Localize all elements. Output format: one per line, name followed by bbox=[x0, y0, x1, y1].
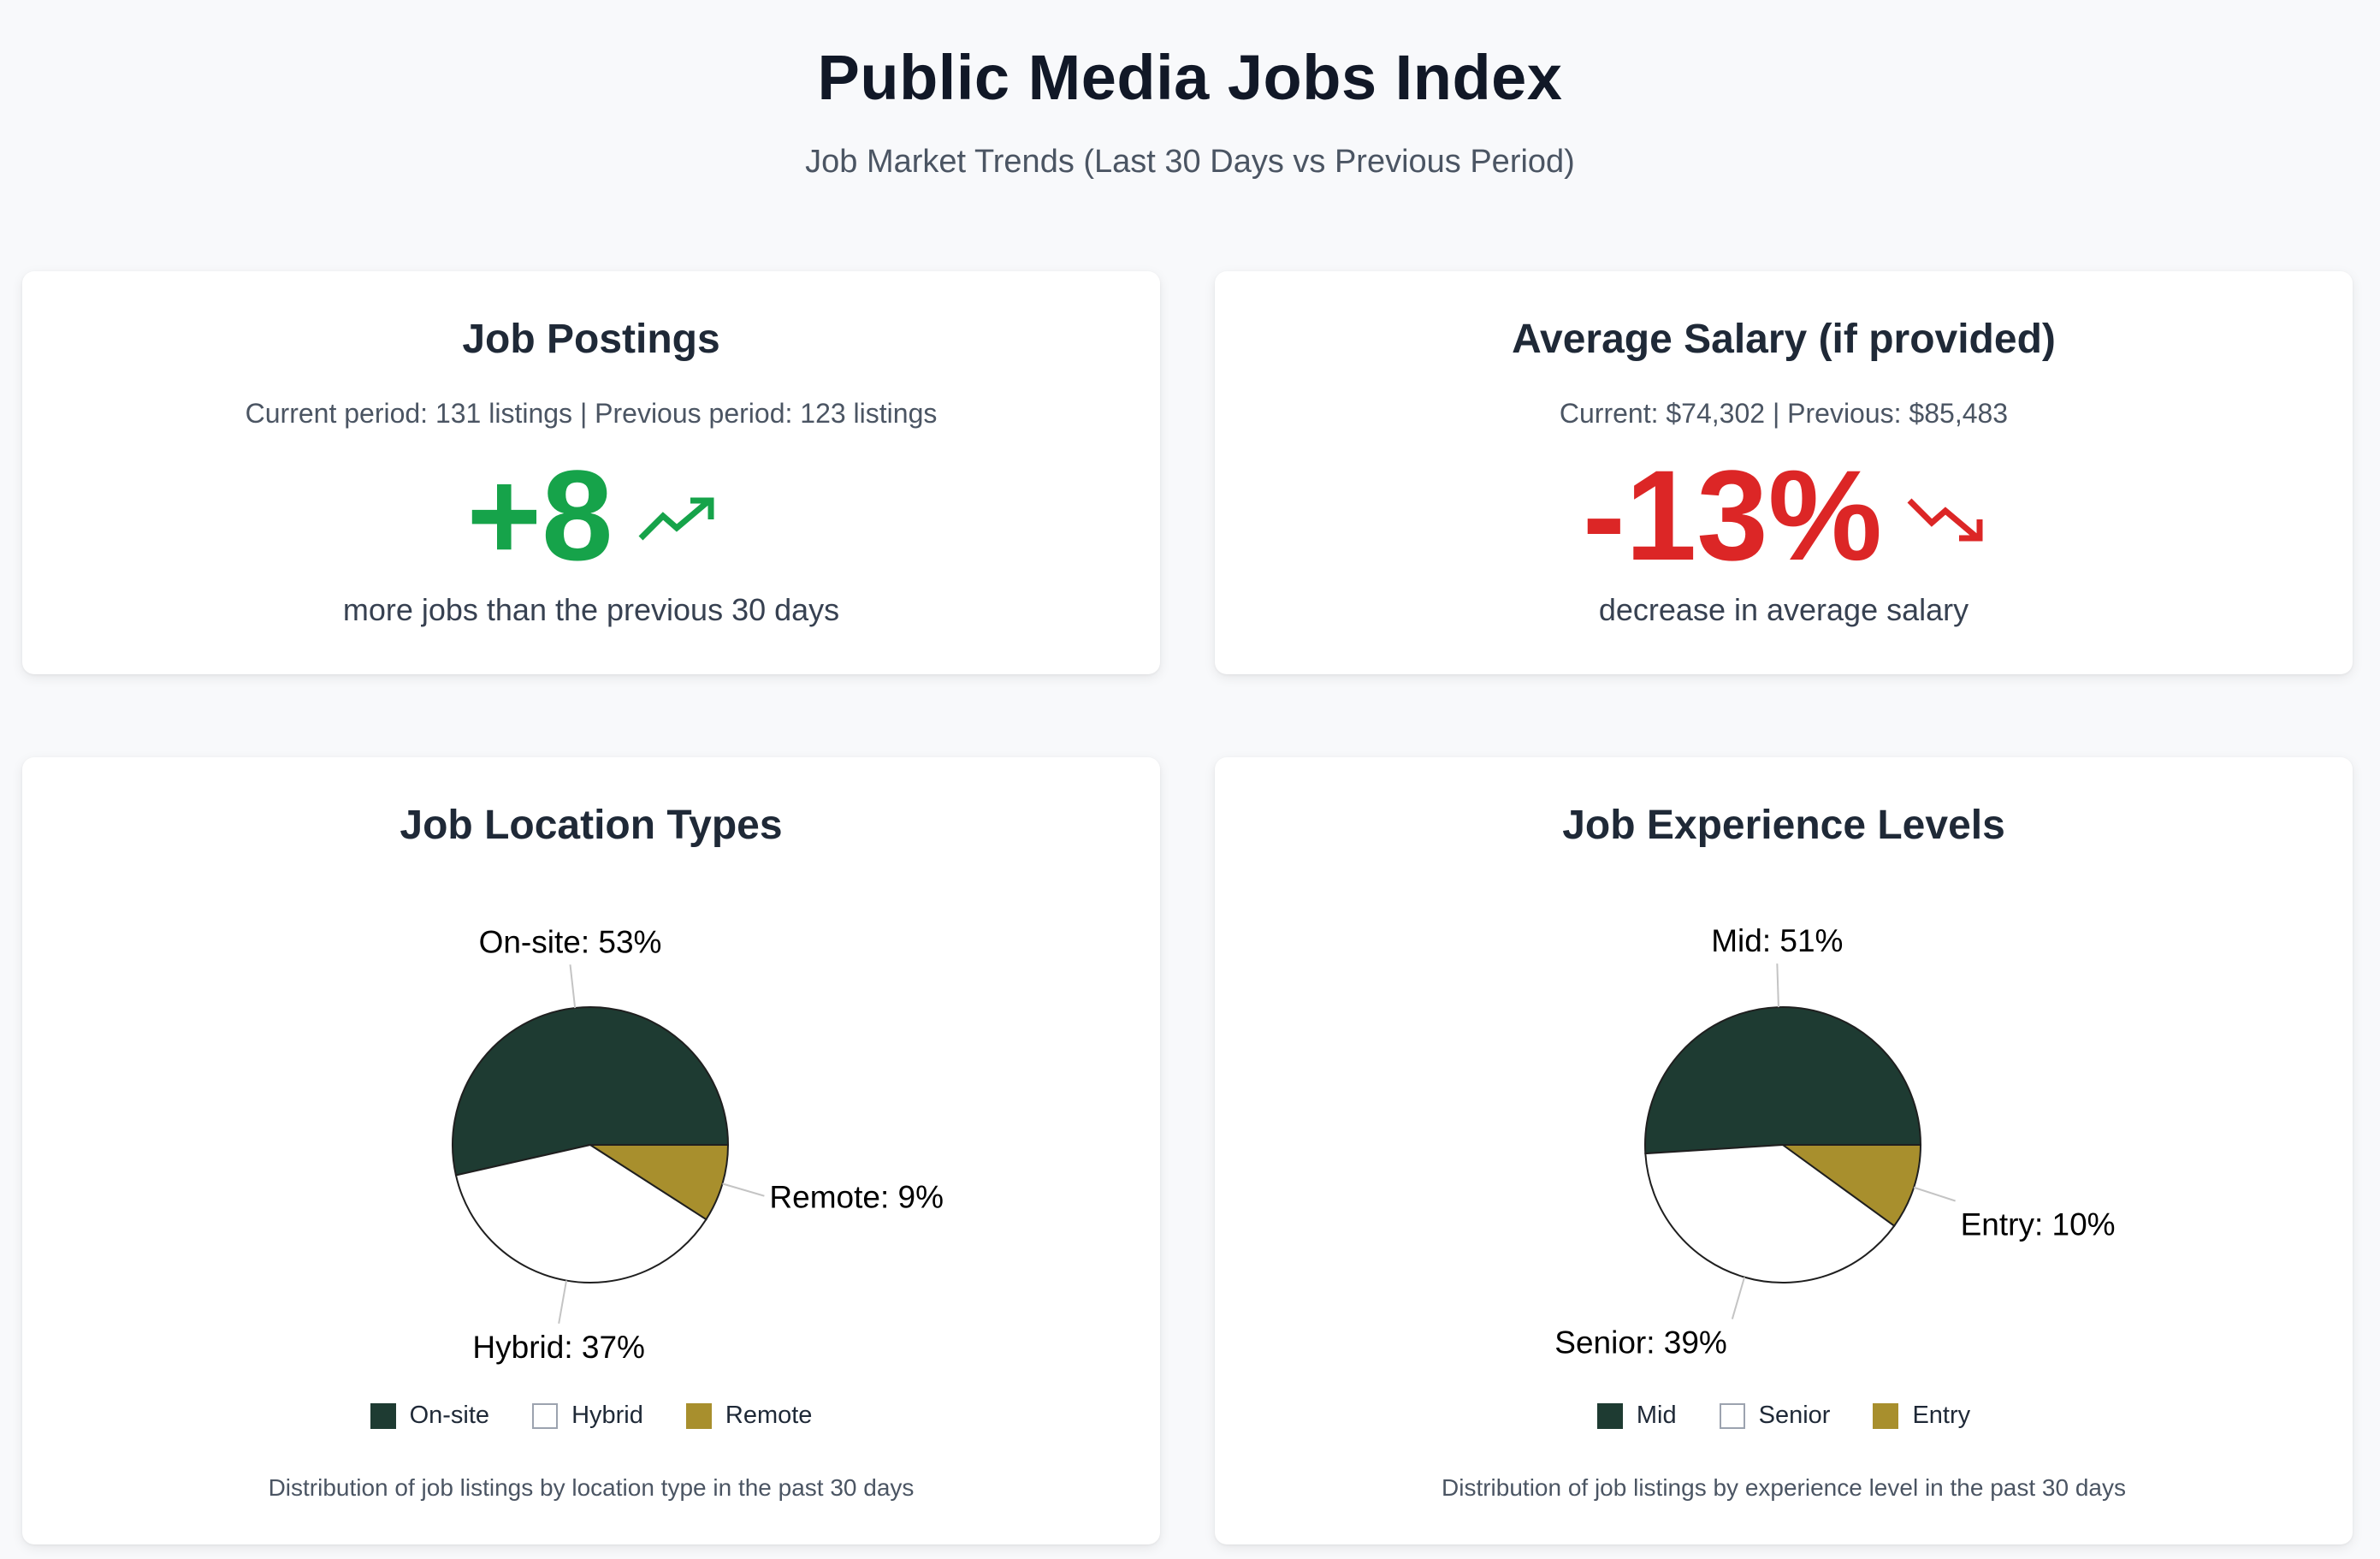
legend-label: Remote bbox=[725, 1402, 813, 1429]
job-location-types-title: Job Location Types bbox=[400, 803, 783, 848]
pie-label-hybrid: Hybrid: 37% bbox=[472, 1330, 645, 1365]
job-postings-caption: more jobs than the previous 30 days bbox=[342, 592, 840, 627]
pie-slice-remote bbox=[587, 1144, 730, 1221]
job-postings-change-value: +8 bbox=[466, 443, 613, 587]
legend-item: Mid bbox=[1596, 1402, 1677, 1430]
average-salary-period-text: Current: $74,302 | Previous: $85,483 bbox=[1559, 398, 2009, 429]
pie-label-senior: Senior: 39% bbox=[1554, 1325, 1727, 1360]
legend-item: Remote bbox=[685, 1402, 813, 1430]
legend-swatch-hybrid bbox=[532, 1402, 559, 1429]
job-location-types-note: Distribution of job listings by location… bbox=[268, 1474, 915, 1501]
job-experience-levels-note: Distribution of job listings by experien… bbox=[1442, 1474, 2126, 1501]
legend-swatch-senior bbox=[1719, 1402, 1745, 1429]
trending-up-icon bbox=[638, 497, 714, 541]
job-postings-period-text: Current period: 131 listings | Previous … bbox=[245, 398, 938, 429]
legend-label: On-site bbox=[409, 1402, 490, 1429]
job-postings-title: Job Postings bbox=[462, 317, 720, 362]
pie-label-on-site: On-site: 53% bbox=[479, 924, 662, 959]
trending-down-icon bbox=[1907, 498, 1983, 542]
legend-item: Hybrid bbox=[532, 1402, 643, 1430]
job-postings-card: Job Postings Current period: 131 listing… bbox=[22, 271, 1160, 674]
page-title: Public Media Jobs Index bbox=[817, 42, 1563, 113]
legend-label: Hybrid bbox=[571, 1402, 643, 1429]
legend-label: Mid bbox=[1636, 1402, 1677, 1429]
legend-label: Entry bbox=[1912, 1402, 1971, 1429]
average-salary-card: Average Salary (if provided) Current: $7… bbox=[1215, 271, 2353, 674]
job-experience-levels-title: Job Experience Levels bbox=[1562, 803, 2005, 848]
pie-slice-entry bbox=[1779, 1144, 1922, 1228]
job-postings-change-row: +8 bbox=[22, 447, 1160, 584]
legend-label: Senior bbox=[1758, 1402, 1831, 1429]
job-experience-levels-card: Job Experience Levels Mid: 51% Senior: 39… bbox=[1215, 757, 2353, 1544]
average-salary-change-row: -13% bbox=[1215, 447, 2353, 584]
job-experience-levels-pie-chart: Mid: 51% Senior: 39% Entry: 10% bbox=[1554, 923, 2116, 1360]
average-salary-caption: decrease in average salary bbox=[1598, 592, 1969, 627]
job-experience-levels-legend: Mid Senior Entry bbox=[1215, 1402, 2353, 1430]
legend-swatch-remote bbox=[685, 1402, 712, 1429]
pie-leader-line-entry bbox=[1913, 1186, 1956, 1202]
average-salary-title: Average Salary (if provided) bbox=[1512, 317, 2056, 362]
pie-leader-line-mid bbox=[1776, 963, 1779, 1008]
job-location-types-legend: On-site Hybrid Remote bbox=[22, 1402, 1160, 1430]
legend-swatch-entry bbox=[1873, 1402, 1899, 1429]
pie-slice-mid bbox=[1644, 1005, 1922, 1155]
pie-leader-line-hybrid bbox=[558, 1280, 568, 1324]
legend-swatch-on-site bbox=[370, 1402, 396, 1429]
pie-slice-senior bbox=[1644, 1143, 1896, 1283]
pie-label-remote: Remote: 9% bbox=[769, 1180, 944, 1215]
page-subtitle: Job Market Trends (Last 30 Days vs Previ… bbox=[805, 144, 1575, 180]
pie-leader-line-remote bbox=[722, 1183, 765, 1197]
job-location-types-pie-chart: On-site: 53% Hybrid: 37% Remote: 9% bbox=[452, 924, 944, 1365]
pie-label-mid: Mid: 51% bbox=[1711, 923, 1843, 958]
job-location-types-card: Job Location Types On-site: 53% Hybrid: 3… bbox=[22, 757, 1160, 1544]
legend-item: On-site bbox=[370, 1402, 489, 1430]
pie-label-entry: Entry: 10% bbox=[1961, 1207, 2116, 1242]
average-salary-change-value: -13% bbox=[1582, 443, 1883, 587]
legend-item: Senior bbox=[1719, 1402, 1831, 1430]
pie-leader-line-senior bbox=[1731, 1277, 1746, 1319]
legend-item: Entry bbox=[1873, 1402, 1970, 1430]
legend-swatch-mid bbox=[1596, 1402, 1623, 1429]
pie-leader-line-on-site bbox=[569, 964, 577, 1009]
